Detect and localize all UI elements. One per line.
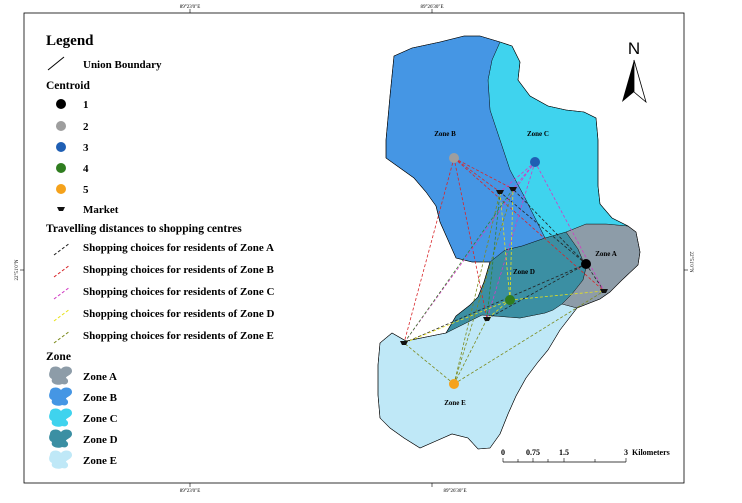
market-icon: [496, 190, 504, 194]
legend-centroid-3-icon: [56, 142, 66, 152]
legend-travel-title: Travelling distances to shopping centres: [46, 223, 242, 235]
coord-left-side: 22°51'0"N: [15, 259, 20, 280]
coord-top-left: 89°23'0"E: [180, 5, 201, 10]
scale-tick-1-5: 1.5: [559, 448, 569, 457]
legend-centroid-5: 5: [83, 184, 89, 196]
legend-travel-e: Shopping choices for residents of Zone E: [83, 330, 274, 342]
legend-centroid-2-icon: [56, 121, 66, 131]
legend-union-boundary: Union Boundary: [83, 59, 162, 71]
scale-tick-3: 3: [624, 448, 628, 457]
north-arrow-icon: [622, 60, 634, 102]
legend-centroid-5-icon: [56, 184, 66, 194]
scale-tick-0-75: 0.75: [526, 448, 540, 457]
legend-zone-b-swatch: [49, 387, 72, 406]
centroids-layer: [449, 153, 591, 389]
legend-travel-e-swatch: [53, 330, 71, 344]
legend-centroid-4: 4: [83, 163, 89, 175]
legend-travel-d-swatch: [53, 308, 71, 322]
centroid-2-marker: [449, 153, 459, 163]
legend-market-icon: [57, 207, 65, 211]
map-label-zone-a: Zone A: [595, 250, 617, 258]
legend-centroid-title: Centroid: [46, 80, 90, 92]
legend-zone-c: Zone C: [83, 413, 118, 425]
legend-centroid-2: 2: [83, 121, 89, 133]
north-arrow: N: [622, 39, 647, 104]
coord-bottom-right: 89°26'30"E: [444, 489, 467, 494]
centroid-4-marker: [505, 295, 515, 305]
legend-travel-b: Shopping choices for residents of Zone B: [83, 264, 275, 276]
centroid-5-marker: [449, 379, 459, 389]
market-icon: [483, 317, 491, 321]
legend: Legend Union Boundary Centroid 1 2 3 4 5…: [46, 33, 275, 469]
legend-zone-a-swatch: [49, 366, 72, 385]
legend-zone-a: Zone A: [83, 371, 117, 383]
travel-lines-zone-a: [403, 188, 605, 344]
north-letter: N: [628, 39, 640, 58]
legend-travel-d: Shopping choices for residents of Zone D: [83, 308, 275, 320]
legend-title: Legend: [46, 33, 94, 49]
map-label-zone-d: Zone D: [513, 268, 535, 276]
centroid-3-marker: [530, 157, 540, 167]
legend-zone-c-swatch: [49, 408, 72, 427]
coord-top-right: 89°26'30"E: [421, 5, 444, 10]
travel-lines-extra: [403, 188, 514, 344]
coord-right-side: 22°51'0"N: [688, 251, 693, 272]
legend-zone-d: Zone D: [83, 434, 118, 446]
map-label-zone-b: Zone B: [434, 130, 456, 138]
legend-zone-b: Zone B: [83, 392, 118, 404]
travel-lines-zone-d: [403, 188, 605, 344]
coord-bottom-left: 89°23'0"E: [180, 489, 201, 494]
legend-market: Market: [83, 204, 119, 216]
legend-centroid-1-icon: [56, 99, 66, 109]
map-label-zone-e: Zone E: [444, 399, 466, 407]
frame-ticks: [20, 9, 688, 487]
travel-lines: [403, 157, 605, 385]
legend-zone-e: Zone E: [83, 455, 117, 467]
market-icon: [600, 289, 608, 293]
legend-travel-c-swatch: [53, 286, 71, 300]
legend-zone-d-swatch: [49, 429, 72, 448]
legend-centroid-4-icon: [56, 163, 66, 173]
travel-lines-zone-e: [403, 188, 605, 385]
legend-zone-title: Zone: [46, 351, 71, 363]
legend-centroid-1: 1: [83, 99, 89, 111]
legend-centroid-3: 3: [83, 142, 89, 154]
union-boundary: [377, 35, 641, 450]
scale-tick-0: 0: [501, 448, 505, 457]
legend-travel-c: Shopping choices for residents of Zone C: [83, 286, 275, 298]
legend-travel-a: Shopping choices for residents of Zone A: [83, 242, 274, 254]
centroid-1-marker: [581, 259, 591, 269]
legend-zone-e-swatch: [49, 450, 72, 469]
north-arrow-icon-right: [633, 59, 647, 104]
union-boundary-swatch: [47, 56, 65, 71]
scale-unit: Kilometers: [632, 448, 670, 457]
legend-travel-a-swatch: [53, 242, 71, 256]
market-icon: [400, 341, 408, 345]
markets-layer: [400, 187, 608, 345]
legend-travel-b-swatch: [53, 264, 71, 278]
map-label-zone-c: Zone C: [527, 130, 549, 138]
scale-bar: 0 0.75 1.5 3 Kilometers: [501, 448, 670, 463]
market-icon: [509, 187, 517, 191]
